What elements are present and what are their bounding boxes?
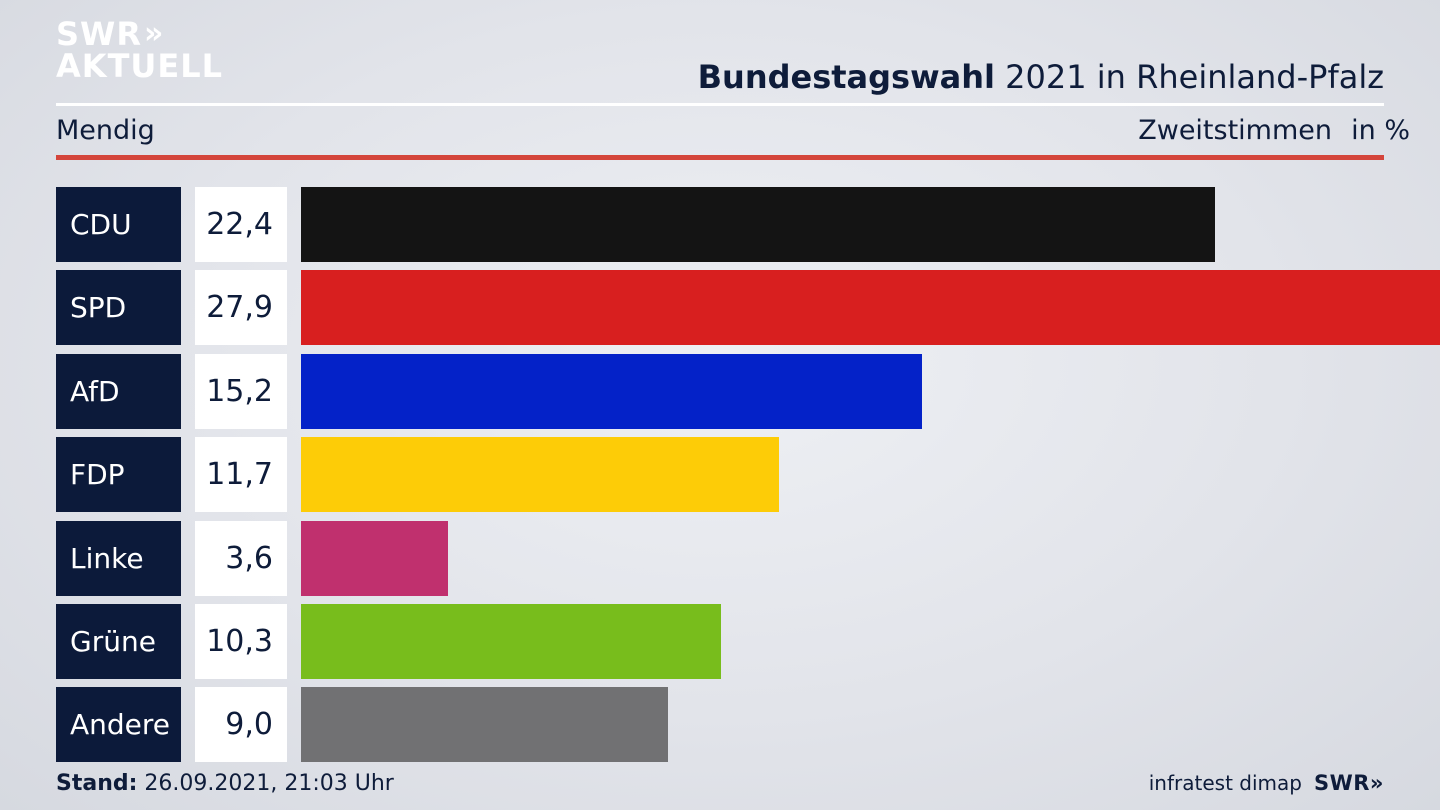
party-label: Andere: [56, 687, 181, 763]
party-label: AfD: [56, 353, 181, 429]
source-text: infratest dimap: [1148, 771, 1302, 795]
chart-title: Bundestagswahl 2021 in Rheinland-Pfalz: [698, 58, 1384, 96]
bar: [301, 187, 1216, 262]
bar: [301, 604, 722, 679]
accent-divider: [56, 155, 1384, 160]
title-rest: 2021 in Rheinland-Pfalz: [995, 58, 1384, 96]
bar: [301, 353, 922, 429]
stand-value: 26.09.2021, 21:03 Uhr: [137, 771, 394, 796]
timestamp: Stand: 26.09.2021, 21:03 Uhr: [56, 771, 394, 796]
stand-label: Stand:: [56, 771, 138, 796]
logo-line2: AKTUELL: [56, 47, 224, 85]
value-label: 3,6: [195, 520, 287, 596]
value-label: 9,0: [195, 687, 287, 763]
bar: [301, 520, 448, 596]
value-label: 15,2: [195, 353, 287, 429]
bar: [301, 687, 669, 763]
party-label: SPD: [56, 270, 181, 346]
party-label: FDP: [56, 437, 181, 513]
bar: [301, 437, 779, 513]
bar: [301, 270, 1440, 346]
swr-logo: SWR»: [1313, 771, 1384, 795]
title-bold: Bundestagswahl: [697, 58, 995, 96]
value-label: 10,3: [195, 604, 287, 679]
region-label: Mendig: [56, 115, 155, 146]
source-credit: infratest dimap SWR»: [1149, 771, 1384, 795]
party-label: Linke: [56, 520, 181, 596]
logo-line1: SWR: [56, 15, 142, 53]
unit-label: in %: [1351, 115, 1410, 146]
swr-aktuell-logo: SWR» AKTUELL: [56, 15, 224, 85]
chevron-icon: »: [143, 16, 163, 51]
header-divider: [56, 103, 1384, 106]
measure-label: Zweitstimmen: [1138, 115, 1332, 146]
value-label: 27,9: [195, 270, 287, 346]
party-label: CDU: [56, 187, 181, 262]
party-label: Grüne: [56, 604, 181, 679]
value-label: 11,7: [195, 437, 287, 513]
value-label: 22,4: [195, 187, 287, 262]
